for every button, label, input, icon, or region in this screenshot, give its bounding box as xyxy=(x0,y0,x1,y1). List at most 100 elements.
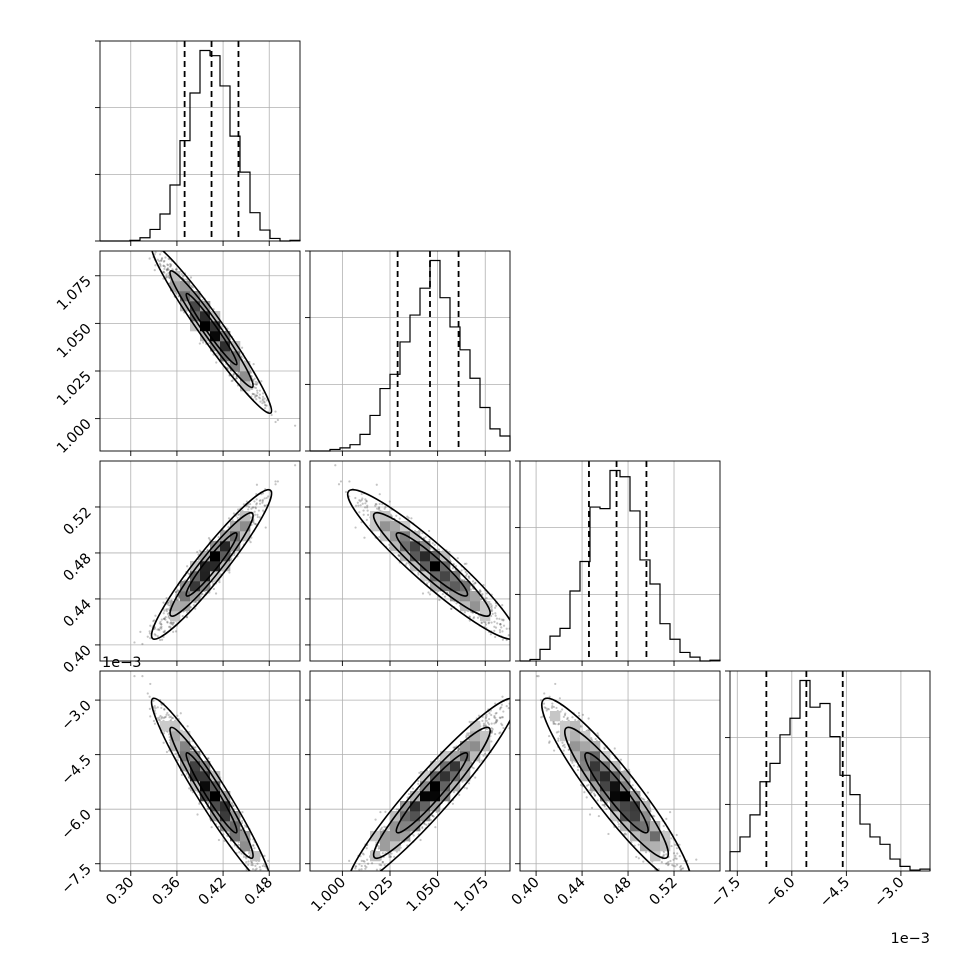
sample-point xyxy=(254,394,257,397)
sample-point xyxy=(181,274,185,278)
density-cell xyxy=(230,361,241,372)
sample-point xyxy=(166,608,169,611)
histogram-step xyxy=(100,49,301,242)
sample-point xyxy=(428,538,431,541)
sample-point xyxy=(206,549,209,552)
sample-point xyxy=(397,554,400,557)
sample-point xyxy=(255,383,258,386)
sample-point xyxy=(169,265,172,268)
sample-point xyxy=(485,592,488,595)
sample-point xyxy=(156,628,159,631)
sample-point xyxy=(397,554,401,557)
density-cell xyxy=(190,591,201,602)
sample-point xyxy=(227,517,231,520)
y-tick-label: 1.025 xyxy=(54,369,95,410)
sample-point xyxy=(356,501,359,504)
sample-point xyxy=(153,626,157,629)
sample-point xyxy=(514,632,516,634)
sample-point xyxy=(472,617,475,620)
sample-point xyxy=(166,612,170,615)
sample-point xyxy=(484,623,488,626)
sample-point xyxy=(361,502,364,505)
density-cell xyxy=(240,371,251,382)
panel-frame xyxy=(99,460,301,662)
sample-point xyxy=(259,499,262,502)
y-tick-label: 1.075 xyxy=(54,273,95,314)
sample-point xyxy=(148,257,151,260)
sample-point xyxy=(163,259,166,263)
sample-point xyxy=(481,593,484,596)
sample-point xyxy=(263,397,266,400)
sample-point xyxy=(261,392,265,395)
sample-point xyxy=(265,404,268,407)
sample-point xyxy=(170,621,173,624)
sample-point xyxy=(227,525,230,529)
density-cell xyxy=(180,281,191,292)
sample-point xyxy=(172,630,175,633)
sample-point xyxy=(460,578,463,581)
sample-point xyxy=(158,247,160,249)
sample-point xyxy=(165,268,168,271)
sample-point xyxy=(166,263,169,266)
sample-point xyxy=(263,497,266,500)
y-tick-label: 1.050 xyxy=(54,321,95,362)
sample-point xyxy=(512,628,514,630)
sample-point xyxy=(178,596,181,599)
density-cell xyxy=(170,271,181,282)
density-cell xyxy=(210,541,221,552)
sample-point xyxy=(231,519,234,522)
density-cell xyxy=(200,311,211,322)
scatter-panel-0-1 xyxy=(99,243,301,452)
sample-point xyxy=(261,498,264,502)
sample-point xyxy=(261,501,264,504)
sample-point xyxy=(164,618,167,621)
sample-point xyxy=(149,243,151,245)
sample-point xyxy=(456,557,459,560)
sample-point xyxy=(156,258,159,261)
sample-point xyxy=(147,243,149,245)
density-cell xyxy=(200,571,211,582)
sample-point xyxy=(169,262,172,266)
sample-point xyxy=(255,483,259,486)
x-axis-0-2 xyxy=(130,661,270,666)
sample-point xyxy=(162,270,165,274)
contour-line xyxy=(185,532,238,597)
sample-point xyxy=(490,621,493,624)
sample-point xyxy=(425,582,429,585)
sample-point xyxy=(159,253,162,256)
sample-point xyxy=(406,515,409,518)
sample-point xyxy=(160,247,162,249)
sample-point xyxy=(166,264,170,267)
sample-point xyxy=(360,498,363,502)
sample-point xyxy=(476,616,480,619)
density-cell xyxy=(190,561,201,572)
sample-point xyxy=(159,620,162,623)
density-cell xyxy=(170,601,181,612)
sample-point xyxy=(451,567,455,570)
sample-point xyxy=(171,623,175,626)
density-cell xyxy=(230,341,241,352)
sample-point xyxy=(165,596,168,600)
sample-point xyxy=(164,616,167,619)
sample-point xyxy=(236,516,239,519)
sample-point xyxy=(454,565,458,568)
sample-point xyxy=(148,630,151,633)
sample-point xyxy=(158,259,161,263)
sample-point xyxy=(256,381,259,384)
sample-point xyxy=(149,624,152,627)
sample-point xyxy=(258,516,261,519)
sample-point xyxy=(264,404,267,407)
sample-point xyxy=(500,626,503,629)
sample-point xyxy=(490,606,493,609)
sample-point xyxy=(493,625,496,628)
sample-point xyxy=(153,269,156,272)
sample-point xyxy=(257,509,261,512)
sample-point xyxy=(339,480,343,483)
sample-point xyxy=(427,591,430,594)
sample-point xyxy=(263,401,266,404)
sample-point xyxy=(228,571,231,574)
sample-point xyxy=(166,268,169,271)
histogram-panel-1 xyxy=(305,250,511,452)
sample-point xyxy=(200,593,203,596)
sample-point xyxy=(252,520,255,523)
